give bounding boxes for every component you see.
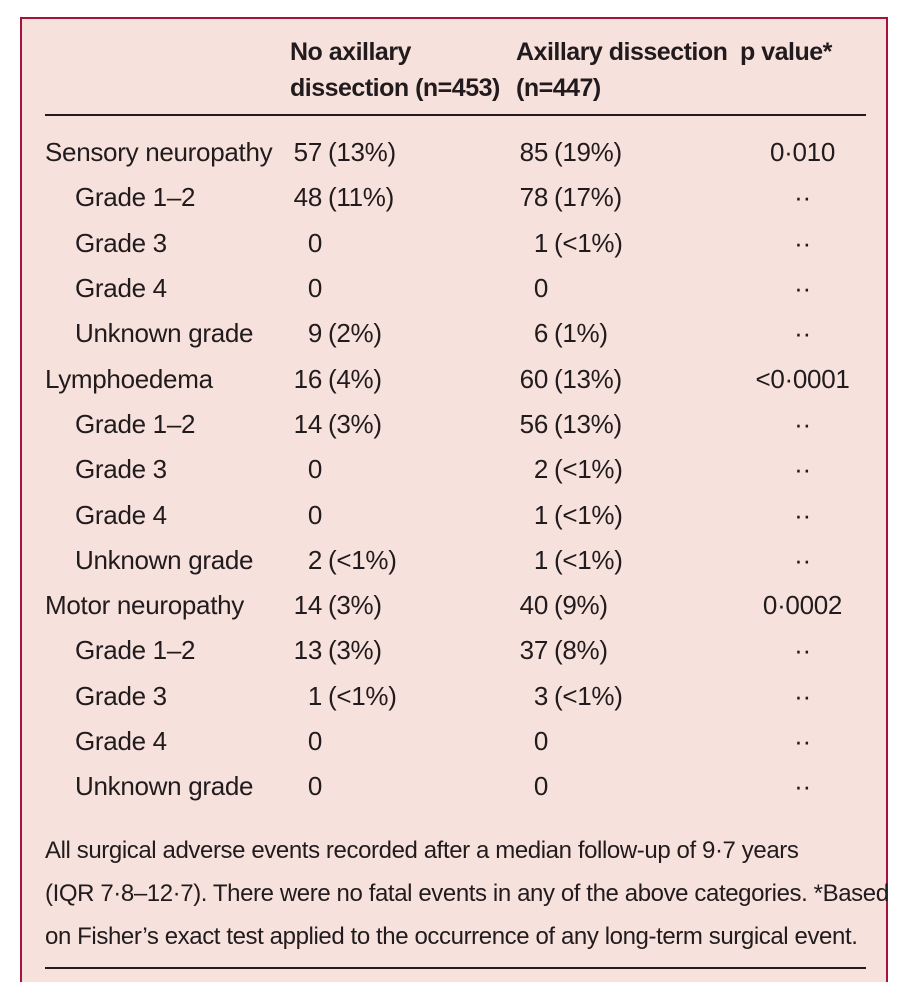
p-value: ·· <box>794 454 811 485</box>
p-value: ·· <box>794 544 811 575</box>
axillary-dissection-value: 60 (13%) <box>519 363 622 394</box>
row-label: Grade 4 <box>75 726 167 756</box>
p-value: <0·0001 <box>755 363 850 394</box>
p-value: ·· <box>794 227 811 258</box>
row-label: Grade 1–2 <box>75 408 196 439</box>
row-label: Motor neuropathy <box>45 590 244 621</box>
axillary-dissection-value: 56 (13%) <box>519 408 622 439</box>
p-value: ·· <box>794 182 811 213</box>
axillary-dissection-value: 1 (<1%) <box>533 544 623 575</box>
header-row-label-column <box>45 34 290 106</box>
header-p-value: p value* <box>740 38 832 66</box>
adverse-events-table-panel: No axillary dissection (n=453) Axillary … <box>20 17 889 982</box>
p-value: ·· <box>794 273 811 304</box>
table-row: Grade 1–2 14 (3%) 56 (13%) ·· <box>45 402 866 447</box>
row-label: Grade 3 <box>75 680 167 711</box>
footnote-line: on Fisher’s exact test applied to the oc… <box>45 923 858 951</box>
no-axillary-dissection-value: 2 (<1%) <box>307 544 397 575</box>
p-value: ·· <box>794 499 811 530</box>
no-axillary-dissection-value: 0 <box>307 499 322 530</box>
row-label: Unknown grade <box>75 544 254 575</box>
row-label: Unknown grade <box>75 771 254 802</box>
p-value: ·· <box>794 680 811 711</box>
no-axillary-dissection-value: 14 (3%) <box>293 408 382 439</box>
bottom-divider-rule <box>45 967 866 970</box>
no-axillary-dissection-value: 9 (2%) <box>307 318 382 349</box>
no-axillary-dissection-value: 13 (3%) <box>293 635 382 666</box>
no-axillary-dissection-value: 0 <box>307 771 322 802</box>
p-value: ·· <box>794 771 811 802</box>
p-value: 0·010 <box>770 137 835 168</box>
table-row: Grade 3 1 (<1%) 3 (<1%) ·· <box>45 674 866 719</box>
table-row: Motor neuropathy 14 (3%) 40 (9%) 0·0002 <box>45 583 866 628</box>
p-value: 0·0002 <box>762 590 843 621</box>
no-axillary-dissection-value: 57 (13%) <box>293 137 396 168</box>
table-header-row: No axillary dissection (n=453) Axillary … <box>45 34 866 106</box>
row-label: Grade 3 <box>75 454 167 485</box>
p-value: ·· <box>794 318 811 349</box>
table-row: Grade 4 0 0 ·· <box>45 266 866 311</box>
table-body: Sensory neuropathy 57 (13%) 85 (19%) 0·010… <box>45 116 866 809</box>
axillary-dissection-value: 37 (8%) <box>519 635 608 666</box>
table-row: Grade 1–2 13 (3%) 37 (8%) ·· <box>45 628 866 673</box>
table-row: Grade 3 0 1 (<1%) ·· <box>45 221 866 266</box>
axillary-dissection-value: 40 (9%) <box>519 590 608 621</box>
row-label: Grade 4 <box>75 273 167 304</box>
row-label: Grade 1–2 <box>75 635 196 666</box>
table-row: Lymphoedema 16 (4%) 60 (13%) <0·0001 <box>45 356 866 401</box>
header-no-axillary-dissection: No axillary dissection (n=453) <box>290 38 500 102</box>
axillary-dissection-value: 0 <box>533 771 548 802</box>
axillary-dissection-value: 2 (<1%) <box>533 454 623 485</box>
row-label: Unknown grade <box>75 318 254 349</box>
p-value: ·· <box>794 726 811 756</box>
table-row: Grade 4 0 1 (<1%) ·· <box>45 492 866 537</box>
header-divider-rule <box>45 114 866 116</box>
table-row: Unknown grade 2 (<1%) 1 (<1%) ·· <box>45 538 866 583</box>
table-row: Unknown grade 0 0 ·· <box>45 764 866 809</box>
no-axillary-dissection-value: 16 (4%) <box>293 363 382 394</box>
footnote-line: (IQR 7·8–12·7). There were no fatal even… <box>45 880 889 908</box>
table-row: Unknown grade 9 (2%) 6 (1%) ·· <box>45 311 866 356</box>
axillary-dissection-value: 1 (<1%) <box>533 227 623 258</box>
no-axillary-dissection-value: 0 <box>307 273 322 304</box>
header-axillary-dissection: Axillary dissection (n=447) <box>516 38 728 102</box>
footnote-line: All surgical adverse events recorded aft… <box>45 837 799 865</box>
axillary-dissection-value: 6 (1%) <box>533 318 608 349</box>
no-axillary-dissection-value: 48 (11%) <box>293 182 395 213</box>
no-axillary-dissection-value: 0 <box>307 726 322 756</box>
row-label: Lymphoedema <box>45 363 213 394</box>
p-value: ·· <box>794 635 811 666</box>
no-axillary-dissection-value: 1 (<1%) <box>307 680 397 711</box>
table-footnote: All surgical adverse events recorded aft… <box>45 829 889 958</box>
axillary-dissection-value: 78 (17%) <box>519 182 622 213</box>
axillary-dissection-value: 85 (19%) <box>519 137 622 168</box>
axillary-dissection-value: 0 <box>533 273 548 304</box>
axillary-dissection-value: 3 (<1%) <box>533 680 623 711</box>
row-label: Grade 4 <box>75 499 167 530</box>
row-label: Sensory neuropathy <box>45 137 273 168</box>
axillary-dissection-value: 1 (<1%) <box>533 499 623 530</box>
table-row: Sensory neuropathy 57 (13%) 85 (19%) 0·010 <box>45 130 866 175</box>
table-row: Grade 1–2 48 (11%) 78 (17%) ·· <box>45 175 866 220</box>
no-axillary-dissection-value: 14 (3%) <box>293 590 382 621</box>
no-axillary-dissection-value: 0 <box>307 227 322 258</box>
no-axillary-dissection-value: 0 <box>307 454 322 485</box>
row-label: Grade 1–2 <box>75 182 196 213</box>
axillary-dissection-value: 0 <box>533 726 548 756</box>
row-label: Grade 3 <box>75 227 167 258</box>
table-row: Grade 3 0 2 (<1%) ·· <box>45 447 866 492</box>
table-row: Grade 4 0 0 ·· <box>45 719 866 764</box>
p-value: ·· <box>794 408 811 439</box>
